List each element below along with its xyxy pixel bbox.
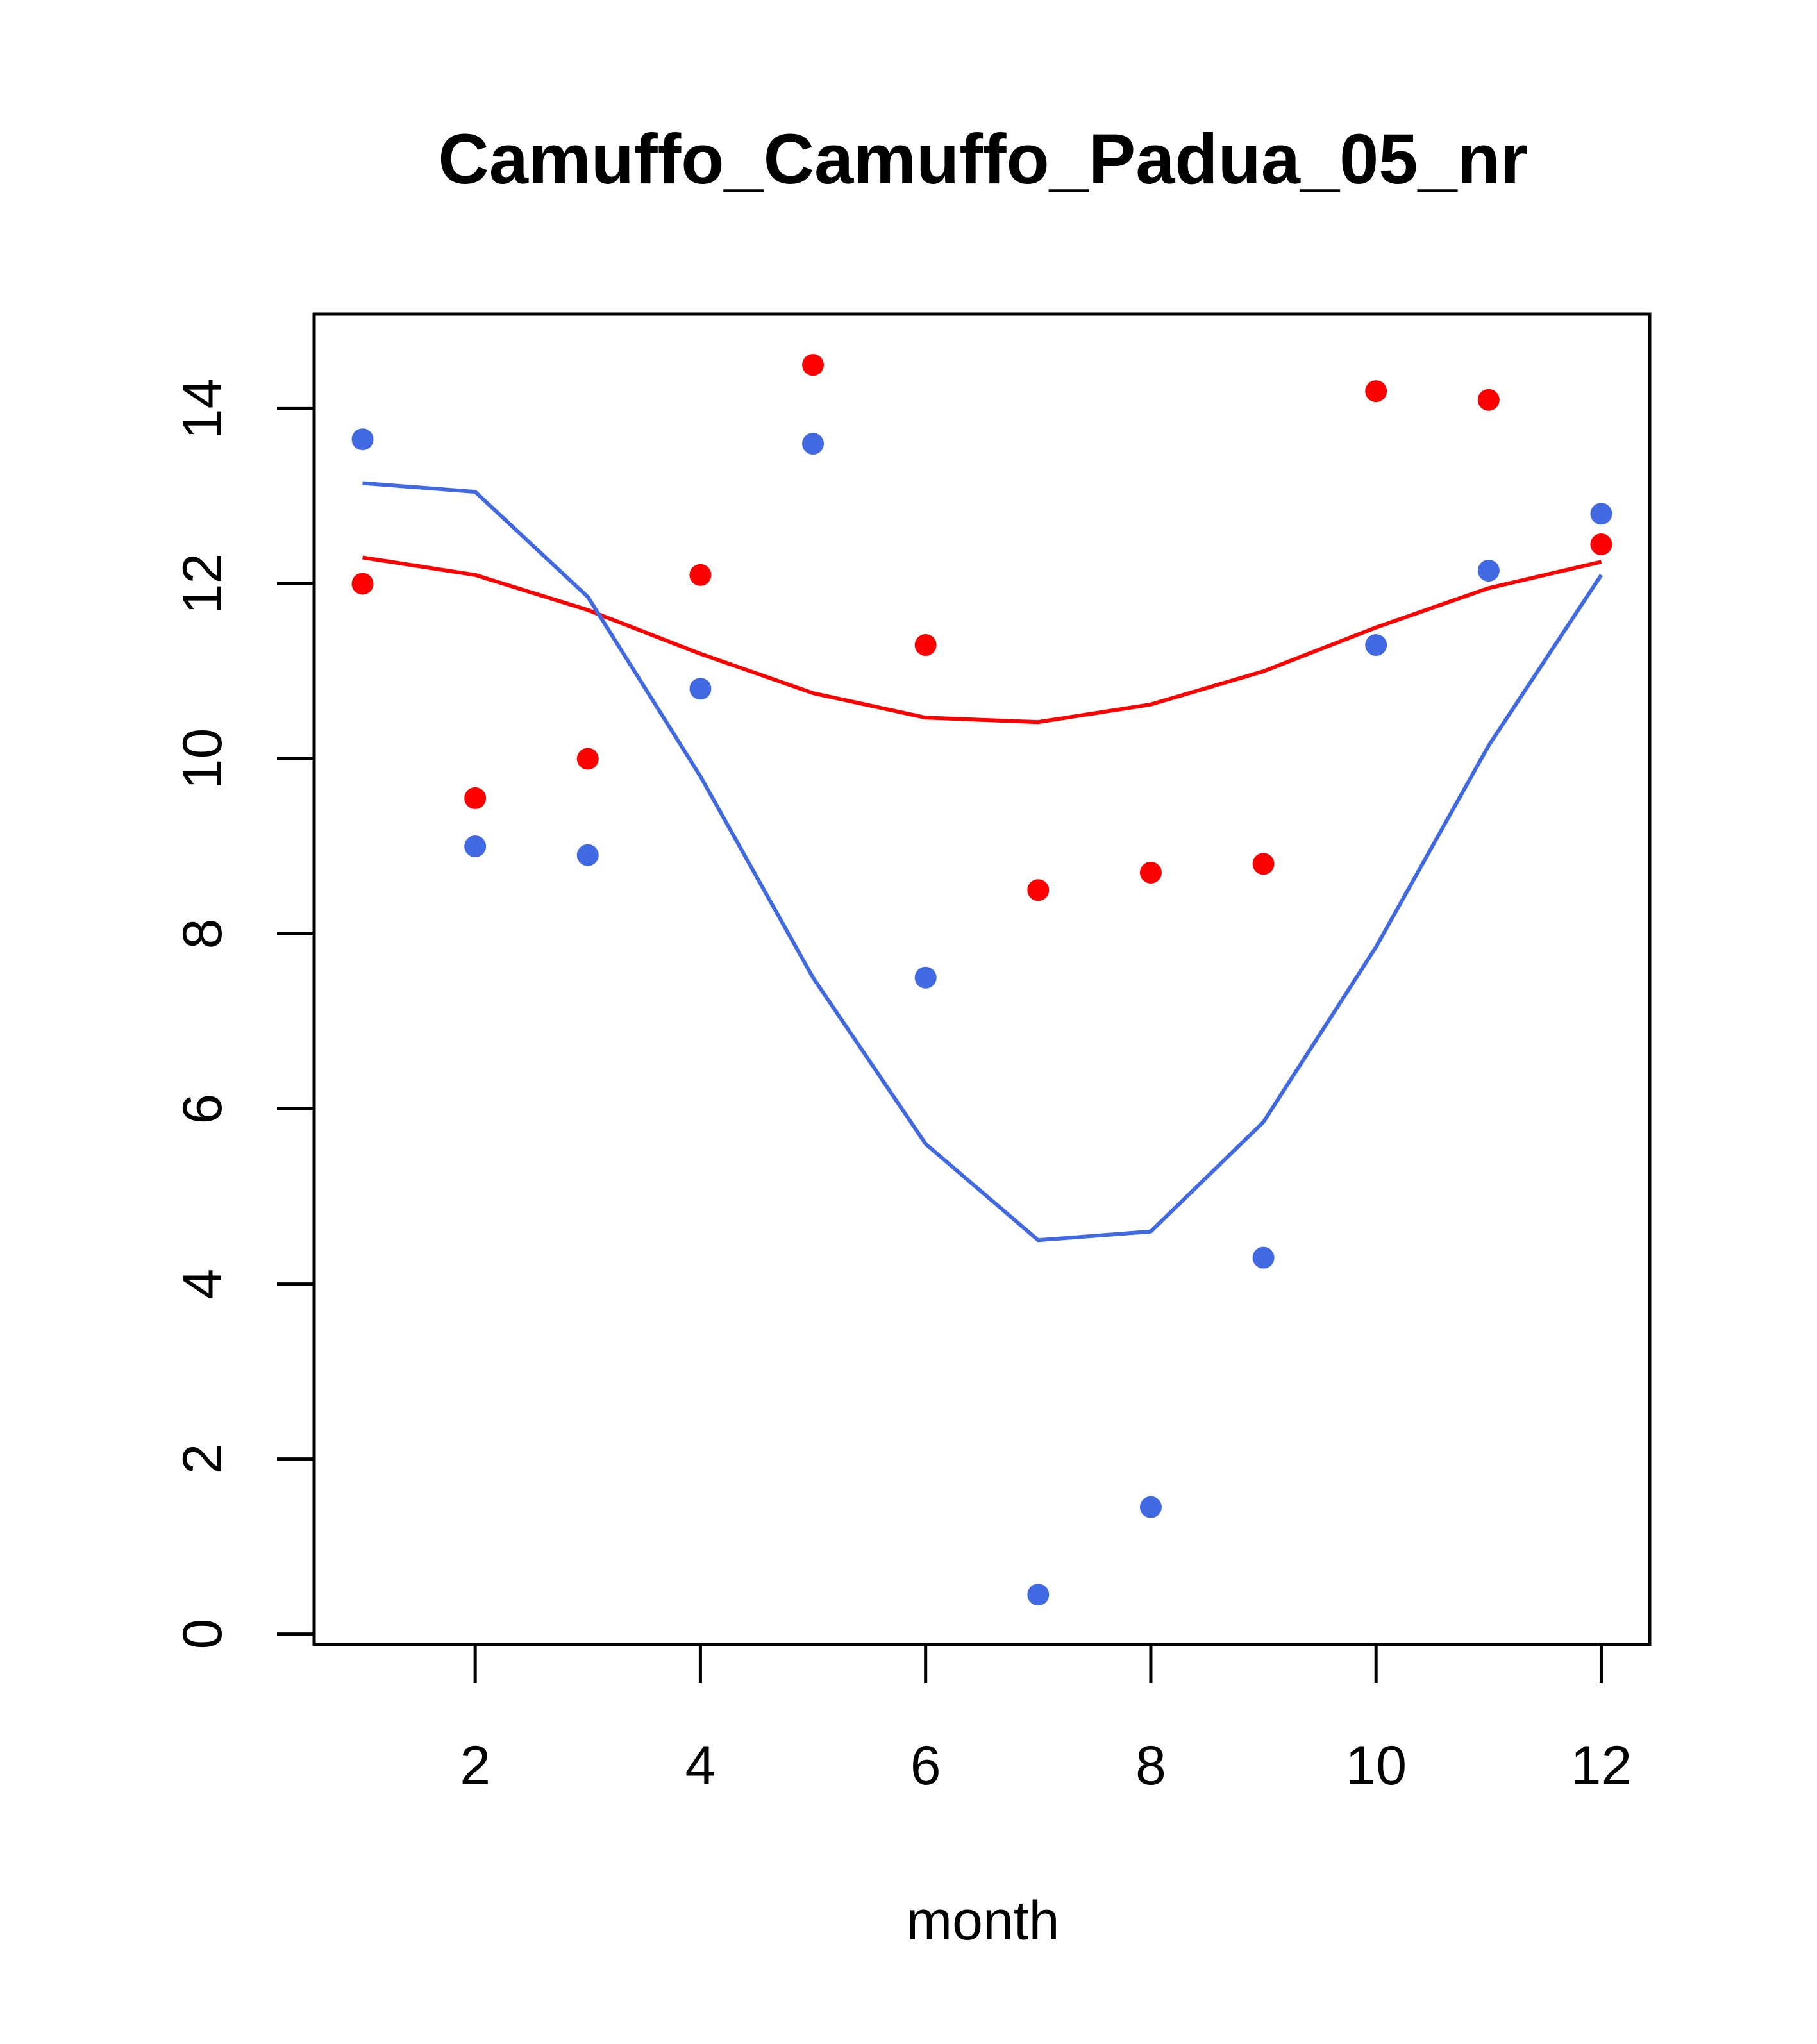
x-tick-label: 2 — [460, 1735, 490, 1797]
blue-point — [914, 966, 937, 989]
blue-point — [1365, 634, 1387, 657]
x-tick-label: 6 — [910, 1735, 941, 1797]
y-tick-label: 2 — [172, 1444, 233, 1475]
red-point — [802, 354, 825, 376]
x-axis: 2 4 6 8 10 12 — [460, 1643, 1632, 1797]
x-tick-label: 12 — [1571, 1735, 1632, 1797]
blue-point — [1590, 503, 1612, 525]
series-layer — [351, 354, 1612, 1606]
blue-curve — [362, 481, 1603, 1243]
red-point — [1365, 380, 1387, 403]
blue-point — [1252, 1246, 1275, 1269]
blue-point — [802, 433, 825, 455]
y-tick-label: 0 — [172, 1619, 233, 1650]
red-curve — [362, 555, 1602, 725]
blue-point — [1027, 1584, 1050, 1606]
red-point — [576, 748, 599, 770]
blue-point — [576, 844, 599, 866]
x-tick-label: 10 — [1345, 1735, 1407, 1797]
x-axis-label: month — [906, 1890, 1059, 1952]
chart-title: Camuffo_Camuffo_Padua_05_nr — [438, 120, 1527, 199]
red-point — [351, 573, 374, 595]
red-point — [914, 634, 937, 657]
red-point — [1477, 389, 1500, 411]
x-tick-label: 8 — [1135, 1735, 1166, 1797]
blue-point — [351, 428, 374, 451]
blue-point — [1477, 559, 1500, 582]
red-point — [1027, 879, 1050, 901]
y-tick-label: 12 — [172, 553, 233, 615]
y-tick-label: 8 — [172, 919, 233, 950]
y-tick-label: 10 — [172, 728, 233, 790]
y-axis: 0 2 4 6 8 10 12 14 — [172, 378, 316, 1650]
y-tick-label: 14 — [172, 378, 233, 440]
red-point — [1590, 533, 1612, 556]
blue-point — [689, 678, 712, 700]
blue-point — [1139, 1496, 1162, 1518]
red-point — [1252, 853, 1275, 875]
red-point — [1139, 861, 1162, 884]
x-tick-label: 4 — [685, 1735, 716, 1797]
y-tick-label: 6 — [172, 1094, 233, 1125]
red-point — [689, 564, 712, 586]
red-point — [464, 787, 487, 809]
y-tick-label: 4 — [172, 1269, 233, 1300]
blue-point — [464, 835, 487, 857]
